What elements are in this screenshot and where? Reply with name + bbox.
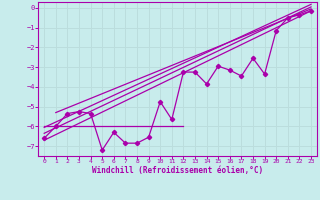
X-axis label: Windchill (Refroidissement éolien,°C): Windchill (Refroidissement éolien,°C) — [92, 166, 263, 175]
